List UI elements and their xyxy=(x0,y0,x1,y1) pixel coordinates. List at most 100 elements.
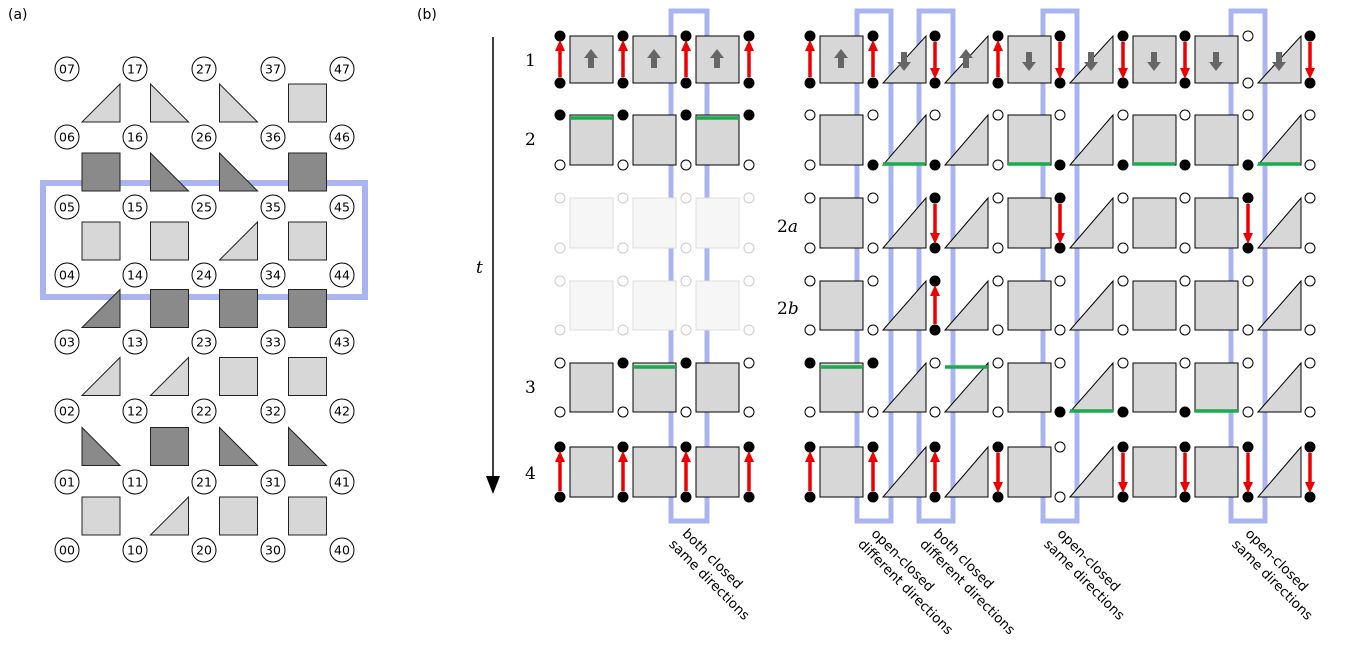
plaquette-triangle xyxy=(943,113,989,166)
node-circle xyxy=(260,56,286,82)
plaquette-square xyxy=(569,114,614,166)
node-circle xyxy=(122,329,148,355)
qubit-vertex xyxy=(804,491,816,503)
qubit-vertex xyxy=(554,109,566,121)
qubit-vertex xyxy=(867,109,879,121)
flux-arrowhead xyxy=(1055,68,1065,79)
plaquette-shape xyxy=(288,426,328,466)
flux-arrowhead xyxy=(744,451,754,462)
qubit-vertex xyxy=(1304,441,1316,453)
flux-arrowhead xyxy=(930,451,940,462)
qubit-vertex xyxy=(617,242,629,254)
qubit-vertex xyxy=(1242,275,1254,287)
flux-arrowhead xyxy=(1118,68,1128,79)
qubit-vertex xyxy=(992,324,1004,336)
substep-label: 2a xyxy=(777,217,798,237)
qubit-vertex xyxy=(743,77,755,89)
qubit-vertex xyxy=(617,159,629,171)
plaquette-square xyxy=(1132,362,1177,413)
plaquette-triangle xyxy=(881,445,927,498)
node-label: 46 xyxy=(334,130,350,145)
qubit-vertex xyxy=(867,491,879,503)
qubit-vertex xyxy=(554,357,566,369)
qubit-vertex xyxy=(1054,109,1066,121)
node-circle xyxy=(54,469,80,495)
qubit-vertex xyxy=(1179,30,1191,42)
plaquette-shape xyxy=(150,289,189,328)
node-label: 00 xyxy=(59,543,75,558)
node-circle xyxy=(191,194,217,220)
step-label: 4 xyxy=(525,464,536,484)
time-axis-arrowhead xyxy=(486,476,500,494)
qubit-vertex xyxy=(929,406,941,418)
node-label: 34 xyxy=(265,268,281,283)
qubit-vertex xyxy=(1117,77,1129,89)
plaquette-triangle xyxy=(881,279,927,331)
qubit-vertex xyxy=(680,192,692,204)
qubit-vertex xyxy=(1054,77,1066,89)
node-circle xyxy=(122,262,148,288)
flux-arrowhead xyxy=(930,68,940,79)
substep-variant: b xyxy=(788,299,799,319)
flux-arrowhead xyxy=(1180,482,1190,493)
down-arrow-icon xyxy=(1022,52,1036,71)
qubit-vertex xyxy=(867,324,879,336)
plaquette-shape xyxy=(150,151,190,192)
plaquette-triangle xyxy=(881,361,927,413)
node-label: 02 xyxy=(59,404,75,419)
plaquette-square xyxy=(695,362,740,413)
qubit-vertex xyxy=(1179,406,1191,418)
plaquette-triangle xyxy=(1068,113,1114,166)
qubit-vertex xyxy=(1054,159,1066,171)
plaquette-triangle xyxy=(943,445,989,498)
node-label: 45 xyxy=(334,200,350,215)
plaquette-shape xyxy=(150,221,189,261)
flux-arrowhead xyxy=(993,40,1003,51)
node-circle xyxy=(191,469,217,495)
qubit-vertex xyxy=(617,324,629,336)
qubit-vertex xyxy=(1054,406,1066,418)
qubit-vertex xyxy=(1304,357,1316,369)
plaquette-shape xyxy=(81,496,121,536)
qubit-vertex xyxy=(743,192,755,204)
qubit-vertex xyxy=(554,30,566,42)
node-label: 06 xyxy=(59,130,75,145)
ghost-square xyxy=(695,280,740,331)
plaquette-square xyxy=(1194,446,1239,498)
plaquette-triangle xyxy=(1256,196,1302,249)
plaquette-shape xyxy=(150,82,190,123)
qubit-vertex xyxy=(1117,491,1129,503)
step-label: 1 xyxy=(525,51,536,71)
qubit-vertex xyxy=(680,109,692,121)
plaquette-shape xyxy=(81,426,122,466)
qubit-vertex xyxy=(992,441,1004,453)
qubit-vertex xyxy=(617,441,629,453)
substep-number: 2 xyxy=(777,217,788,237)
qubit-vertex xyxy=(1242,159,1254,171)
plaquette-shape xyxy=(288,83,327,123)
node-label: 13 xyxy=(127,335,143,350)
flux-arrowhead xyxy=(1243,233,1253,244)
flux-arrowhead xyxy=(618,40,628,51)
node-label: 16 xyxy=(127,130,143,145)
node-label: 27 xyxy=(196,62,212,77)
down-arrow-icon xyxy=(1147,52,1161,71)
qubit-vertex xyxy=(680,77,692,89)
qubit-vertex xyxy=(743,324,755,336)
qubit-vertex xyxy=(1179,109,1191,121)
qubit-vertex xyxy=(743,242,755,254)
node-label: 26 xyxy=(196,130,212,145)
qubit-vertex xyxy=(680,30,692,42)
qubit-vertex xyxy=(992,109,1004,121)
qubit-vertex xyxy=(680,441,692,453)
qubit-vertex xyxy=(992,242,1004,254)
qubit-vertex xyxy=(992,491,1004,503)
plaquette-shape xyxy=(219,426,259,466)
node-circle xyxy=(260,262,286,288)
node-circle xyxy=(260,124,286,150)
plaquette-square xyxy=(819,280,864,331)
qubit-vertex xyxy=(929,159,941,171)
plaquette-square xyxy=(632,446,677,498)
